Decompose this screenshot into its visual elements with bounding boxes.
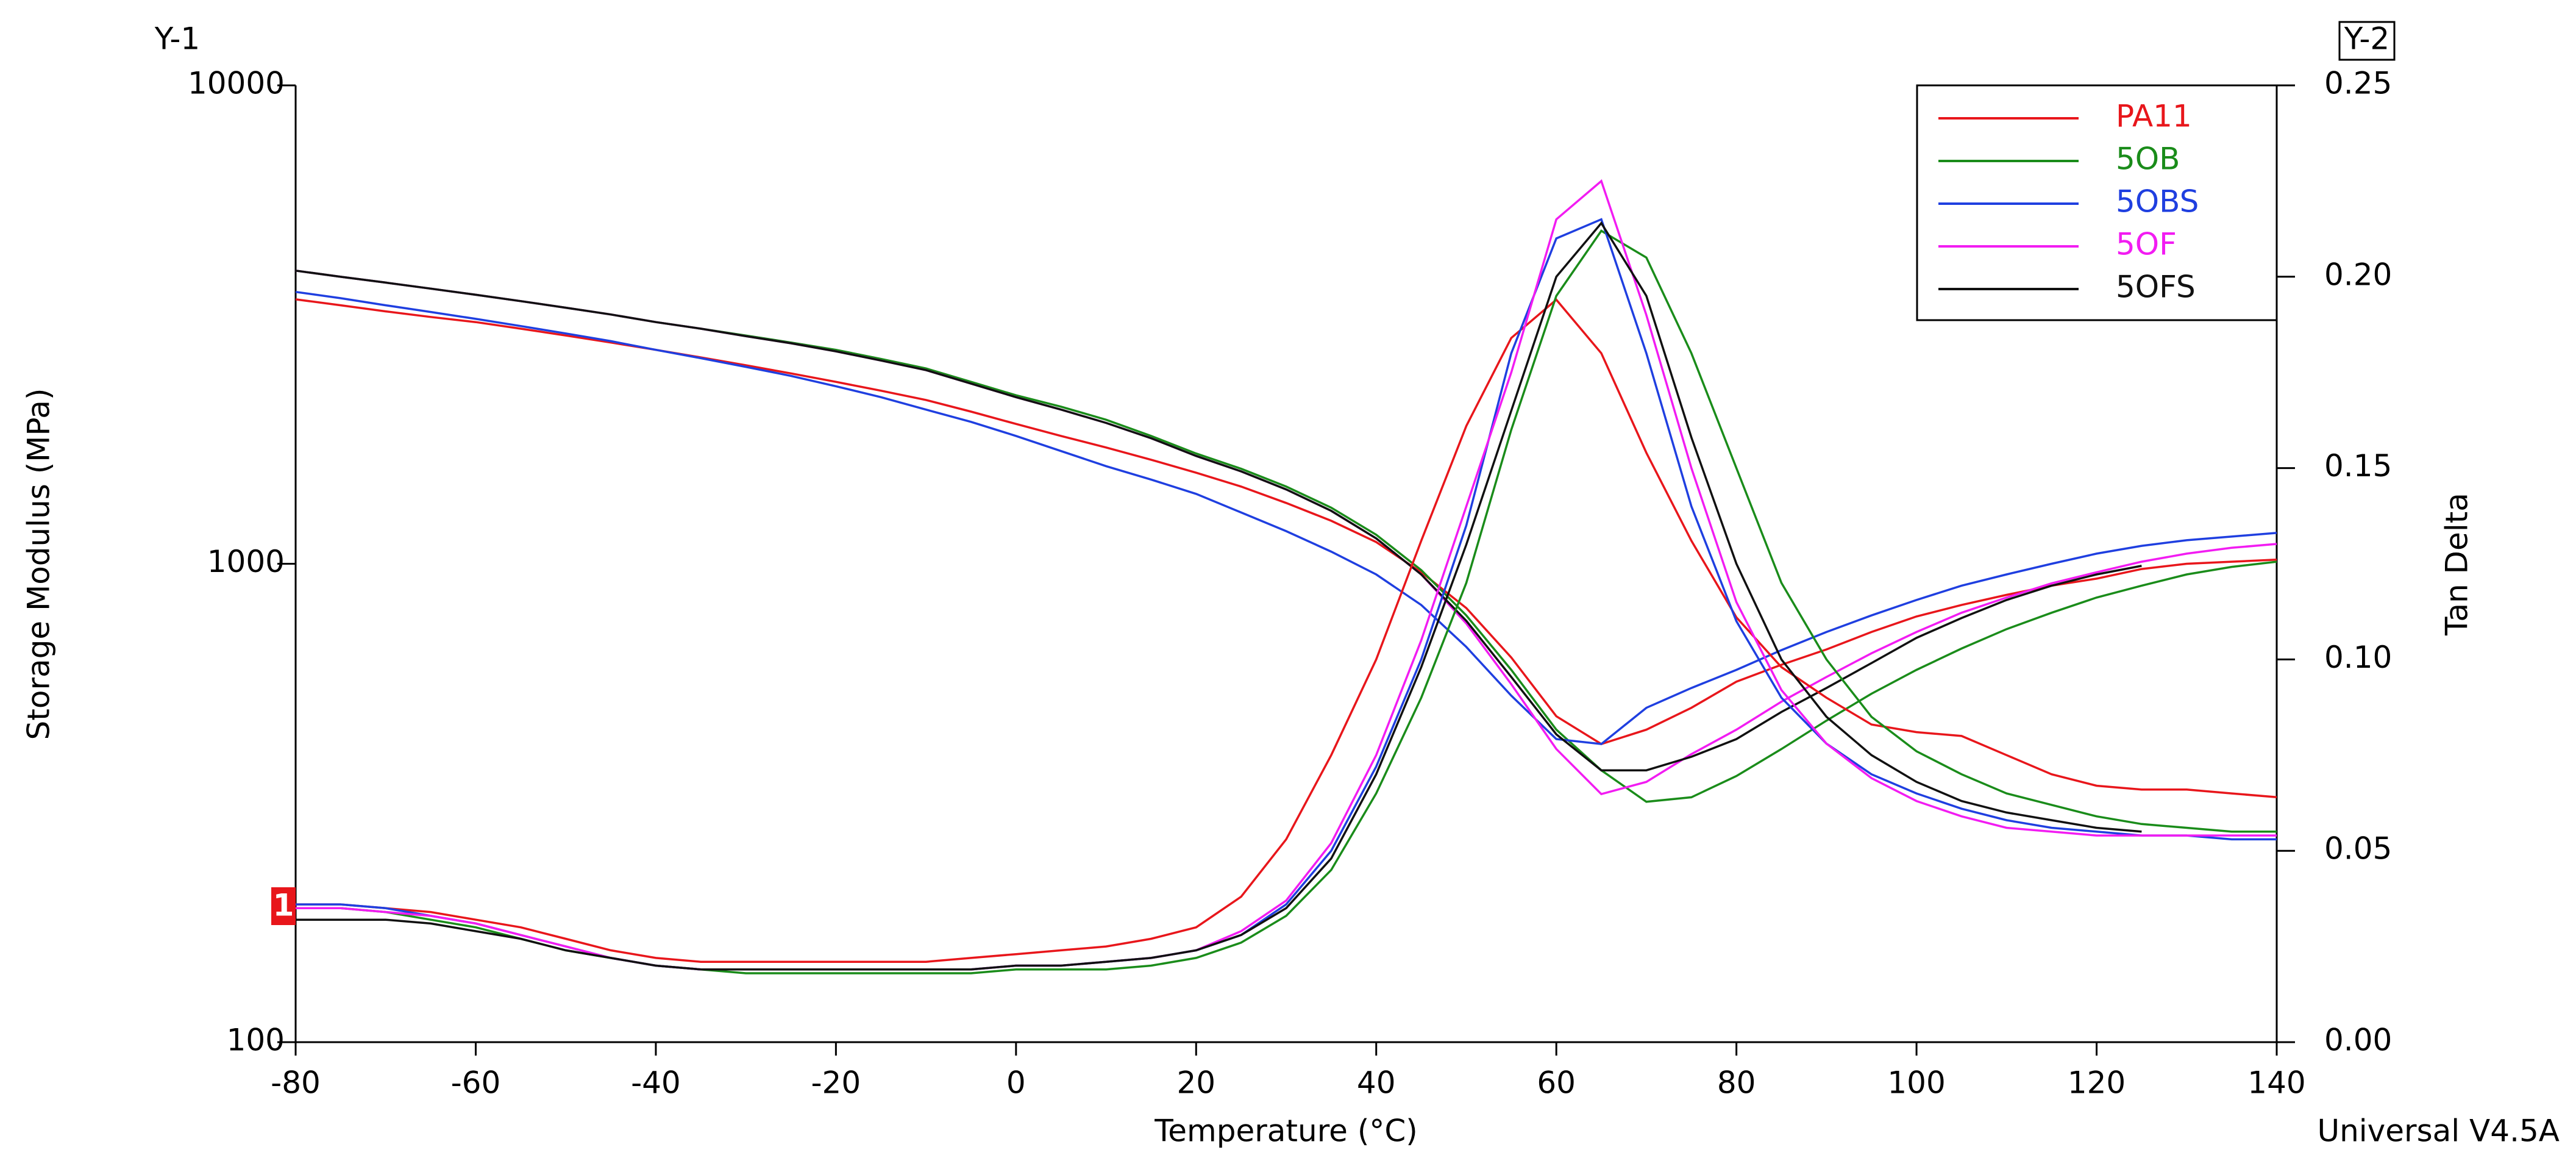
legend-label: 5OB (2116, 141, 2180, 177)
y2-axis-title: Tan Delta (2439, 493, 2475, 636)
y-tick-label: 10000 (188, 66, 285, 101)
x-tick-label: 40 (1357, 1065, 1396, 1101)
y2-tick-label: 0.10 (2324, 640, 2392, 675)
y2-tick-label: 0.00 (2324, 1023, 2392, 1058)
x-tick-label: 80 (1717, 1065, 1756, 1101)
series-line (295, 290, 2277, 745)
x-tick-label: 140 (2247, 1065, 2305, 1101)
series-line (295, 270, 2142, 771)
series-line (296, 298, 2277, 963)
x-tick-label: 60 (1537, 1065, 1576, 1101)
y2-name: Y-2 (2344, 21, 2389, 57)
x-tick-label: -20 (811, 1065, 861, 1101)
x-tick-label: -60 (451, 1065, 501, 1101)
legend-label: PA11 (2116, 99, 2192, 134)
y-axis-title: Storage Modulus (MPa) (21, 388, 57, 740)
series-line (295, 298, 2277, 746)
x-tick-label: -40 (631, 1065, 681, 1101)
series-line (295, 270, 2277, 803)
x-axis-title: Temperature (°C) (1154, 1114, 1418, 1149)
legend-label: 5OFS (2116, 270, 2196, 305)
x-tick-label: 20 (1176, 1065, 1215, 1101)
x-tick-label: 0 (1006, 1065, 1026, 1101)
series-line (295, 270, 2277, 796)
y2-tick-label: 0.15 (2324, 448, 2392, 484)
y2-name-box (2338, 21, 2396, 61)
footer: Universal V4.5A (2318, 1114, 2560, 1149)
cursor-label: 1 (273, 888, 294, 923)
y2-tick-label: 0.05 (2324, 831, 2392, 867)
legend-label: 5OF (2116, 227, 2177, 262)
y-tick-label: 1000 (207, 544, 285, 579)
y2-tick-label: 0.20 (2324, 257, 2392, 292)
series-line (296, 221, 2142, 971)
x-tick-label: 120 (2068, 1065, 2126, 1101)
cursor-marker (271, 887, 296, 925)
x-tick-label: 100 (1887, 1065, 1945, 1101)
y2-tick-label: 0.25 (2324, 66, 2392, 101)
x-tick-label: -80 (271, 1065, 321, 1101)
y-tick-label: 100 (227, 1023, 285, 1058)
series-line (296, 218, 2277, 971)
legend-label: 5OBS (2116, 184, 2199, 220)
y1-name: Y-1 (154, 21, 200, 57)
